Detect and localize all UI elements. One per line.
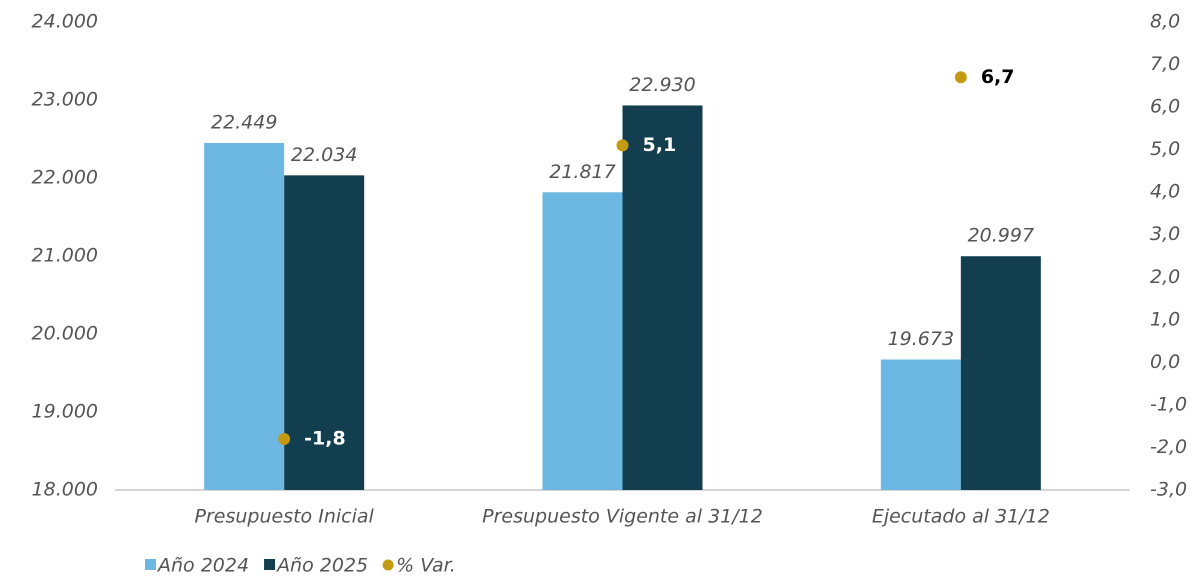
x-tick-label: Presupuesto Vigente al 31/12 [482,506,763,528]
value-label: 22.449 [211,111,277,133]
value-label: 20.997 [968,225,1034,247]
y2-tick-label: 2,0 [1150,266,1180,288]
y-tick-label: 18.000 [32,479,98,501]
y-tick-label: 24.000 [32,11,98,33]
y2-tick-label: 1,0 [1150,308,1180,330]
bar [960,256,1041,490]
point-label: 6,7 [981,66,1015,88]
y-tick-label: 22.000 [32,167,98,189]
legend-label: Año 2025 [275,555,368,577]
bar [542,192,623,491]
bar [284,175,365,490]
point-label: -1,8 [304,427,346,449]
y2-tick-label: -2,0 [1150,436,1187,458]
y2-tick-label: 8,0 [1150,11,1180,33]
y2-tick-label: 0,0 [1150,351,1180,373]
legend-swatch [264,559,276,570]
y-tick-label: 20.000 [32,323,98,345]
bar [204,142,285,490]
y-tick-label: 23.000 [32,89,98,111]
x-tick-label: Presupuesto Inicial [195,506,375,528]
value-label: 19.673 [888,328,954,350]
point [954,71,967,84]
y2-tick-label: 7,0 [1150,53,1180,75]
point [278,432,291,445]
y2-tick-label: 6,0 [1150,96,1180,118]
y2-tick-label: 5,0 [1150,138,1180,160]
y-tick-label: 21.000 [32,245,98,267]
value-label: 21.817 [549,161,615,183]
value-label: 22.930 [629,74,695,96]
y2-tick-label: -1,0 [1150,393,1187,415]
legend-swatch [382,559,394,571]
point [616,139,629,152]
legend-label: % Var. [396,555,456,577]
y2-tick-label: 4,0 [1150,181,1180,203]
value-label: 22.034 [291,144,357,166]
legend-label: Año 2024 [156,555,249,577]
point-label: 5,1 [643,134,677,156]
x-tick-label: Ejecutado al 31/12 [872,506,1050,528]
bar [880,359,961,490]
y2-tick-label: -3,0 [1150,479,1187,501]
bar [622,105,703,491]
legend-swatch [145,559,156,570]
y2-tick-label: 3,0 [1150,223,1180,245]
y-tick-label: 19.000 [32,401,98,423]
